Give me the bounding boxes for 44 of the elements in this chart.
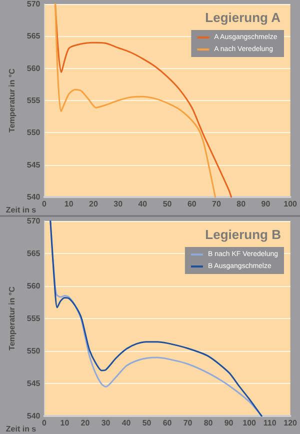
x-tick-label: 30 — [101, 418, 111, 428]
y-tick-label: 540 — [26, 412, 41, 420]
x-tick-label: 70 — [212, 200, 222, 208]
y-tick-label: 560 — [26, 282, 41, 290]
y-tick-label: 550 — [26, 128, 41, 138]
x-axis-title: Zeit in s — [6, 424, 37, 434]
x-tick-label: 120 — [284, 418, 298, 428]
x-tick-label: 100 — [242, 418, 257, 428]
y-tick-label: 560 — [26, 64, 41, 73]
text: Legierung B — [205, 227, 282, 242]
x-tick-label: 70 — [183, 418, 193, 428]
x-axis-title: Zeit in s — [6, 206, 37, 214]
x-tick-label: 0 — [42, 200, 48, 208]
x-tick-label: 10 — [60, 418, 70, 428]
y-tick-label: 565 — [26, 249, 41, 258]
x-tick-label: 30 — [114, 200, 124, 208]
y-tick-label: 540 — [26, 192, 41, 202]
x-tick-label: 0 — [42, 418, 48, 428]
y-tick-label: 545 — [26, 160, 41, 170]
x-tick-label: 10 — [64, 200, 74, 208]
x-tick-label: 100 — [284, 200, 298, 208]
text: Legierung A — [205, 10, 282, 25]
x-tick-label: 50 — [162, 200, 172, 208]
x-tick-label: 50 — [142, 418, 152, 428]
x-tick-label: 40 — [138, 200, 148, 208]
x-tick-label: 20 — [89, 200, 98, 208]
y-tick-label: 570 — [26, 0, 41, 8]
y-tick-label: 555 — [26, 96, 41, 105]
x-tick-label: 80 — [236, 200, 246, 208]
x-tick-label: 80 — [204, 418, 214, 428]
x-tick-label: 20 — [80, 418, 90, 428]
y-tick-label: 565 — [26, 32, 41, 41]
y-tick-label: 555 — [26, 314, 41, 323]
x-tick-label: 60 — [187, 200, 197, 208]
y-tick-label: 570 — [26, 216, 41, 226]
x-tick-label: 90 — [224, 418, 234, 428]
x-tick-label: 110 — [263, 418, 277, 428]
x-tick-label: 90 — [261, 200, 271, 208]
y-tick-label: 545 — [26, 379, 41, 388]
x-tick-label: 60 — [162, 418, 172, 428]
y-axis-title: Temperatur in °C — [8, 68, 16, 132]
x-tick-label: 40 — [122, 418, 132, 428]
y-axis-title: Temperatur in °C — [8, 286, 16, 350]
y-tick-label: 550 — [26, 346, 41, 356]
